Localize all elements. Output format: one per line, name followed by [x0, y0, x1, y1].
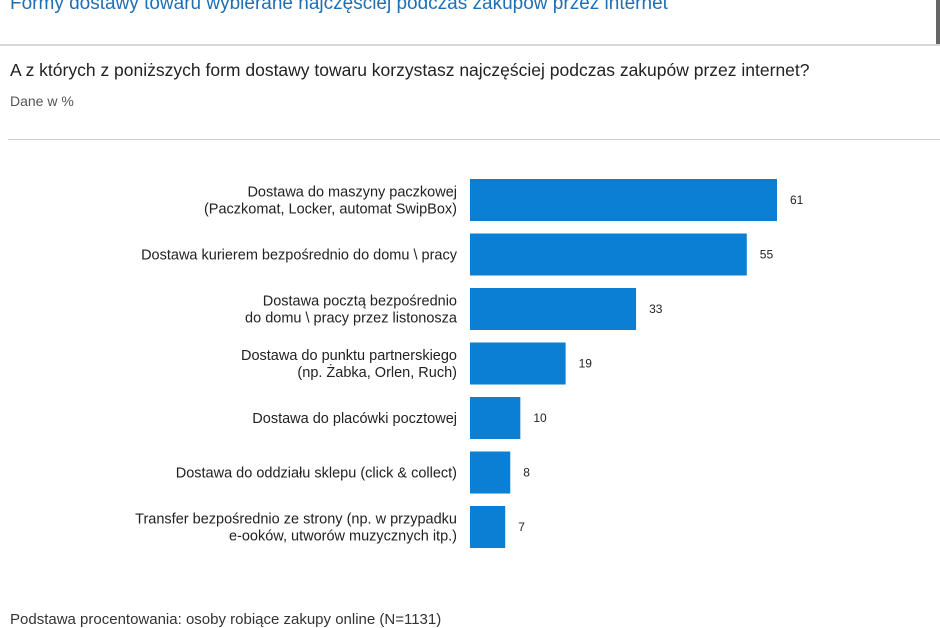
section-divider — [8, 139, 940, 140]
header-edge-bar — [936, 0, 940, 44]
survey-question: A z których z poniższych form dostawy to… — [10, 60, 810, 80]
bar-1 — [470, 179, 777, 221]
value-label-1: 61 — [790, 193, 804, 207]
header-divider — [0, 44, 940, 46]
bar-7 — [470, 506, 506, 548]
category-label-3-line-2: do domu \ pracy przez listonosza — [245, 311, 458, 327]
category-label-7-line-1: Transfer bezpośrednio ze strony (np. w p… — [135, 512, 457, 528]
category-label-4-line-2: (np. Żabka, Orlen, Ruch) — [297, 363, 457, 381]
chart-subtitle: Dane w % — [10, 93, 74, 109]
value-label-6: 8 — [523, 466, 530, 480]
bar-4 — [470, 342, 566, 385]
category-label-4-line-1: Dostawa do punktu partnerskiego — [241, 348, 457, 364]
bar-3 — [470, 288, 637, 330]
value-label-4: 19 — [579, 357, 593, 371]
value-label-3: 33 — [649, 302, 663, 316]
footer-note: Podstawa procentowania: osoby robiące za… — [10, 611, 442, 628]
bar-2 — [470, 233, 747, 276]
value-label-7: 7 — [518, 520, 525, 534]
bar-5 — [470, 397, 521, 439]
category-label-2: Dostawa kurierem bezpośrednio do domu \ … — [141, 248, 458, 264]
value-label-2: 55 — [760, 248, 774, 262]
category-label-1-line-2: (Paczkomat, Locker, automat SwipBox) — [204, 202, 457, 218]
page-title: Formy dostawy towaru wybierane najczęści… — [10, 0, 668, 14]
bar-6 — [470, 451, 511, 494]
value-label-5: 10 — [533, 411, 547, 425]
bar-chart: 61 Dostawa do maszyny paczkowej(Paczkomat… — [135, 179, 804, 548]
category-label-5: Dostawa do placówki pocztowej — [252, 411, 457, 427]
category-label-6: Dostawa do oddziału sklepu (click & coll… — [176, 466, 457, 482]
category-label-3-line-1: Dostawa pocztą bezpośrednio — [263, 294, 457, 310]
category-label-7-line-2: e-ooków, utworów muzycznych itp.) — [229, 529, 457, 545]
category-label-1-line-1: Dostawa do maszyny paczkowej — [247, 185, 457, 201]
